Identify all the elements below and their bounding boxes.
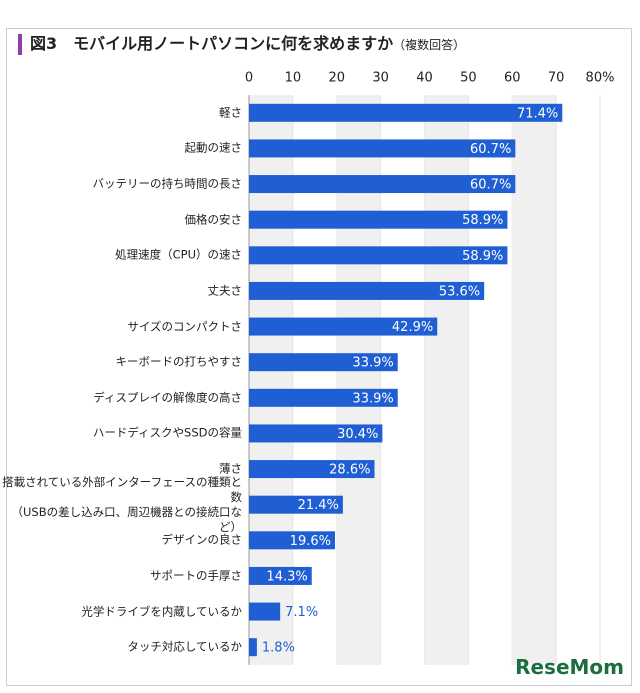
y-tick-label: 軽さ bbox=[219, 105, 242, 120]
y-tick-label: 価格の安さ bbox=[184, 212, 243, 227]
y-tick-label: サイズのコンパクトさ bbox=[127, 319, 242, 334]
y-tick-label: 搭載されている外部インターフェースの種類と数 （USBの差し込み口、周辺機器との… bbox=[2, 474, 242, 534]
y-tick-label: 光学ドライブを内蔵しているか bbox=[81, 604, 242, 619]
value-label: 19.6% bbox=[290, 534, 331, 549]
value-label: 58.9% bbox=[462, 249, 503, 264]
value-label: 60.7% bbox=[470, 178, 511, 193]
value-label: 28.6% bbox=[329, 463, 370, 478]
x-tick-label: 30 bbox=[372, 71, 389, 86]
y-tick-label: 起動の速さ bbox=[184, 140, 243, 155]
bar bbox=[249, 353, 398, 372]
y-tick-label: キーボードの打ちやすさ bbox=[115, 354, 243, 369]
watermark: ReseMom bbox=[515, 655, 624, 679]
x-tick-label: 50 bbox=[460, 71, 477, 86]
value-label: 14.3% bbox=[266, 569, 307, 584]
y-tick-label: デザインの良さ bbox=[161, 532, 243, 547]
y-tick-label: ディスプレイの解像度の高さ bbox=[93, 390, 242, 405]
bar bbox=[249, 460, 375, 479]
bar bbox=[249, 317, 438, 336]
value-label: 42.9% bbox=[392, 320, 433, 335]
bar bbox=[249, 175, 516, 194]
y-tick-label: バッテリーの持ち時間の長さ bbox=[92, 176, 243, 191]
y-tick-label: ハードディスクやSSDの容量 bbox=[92, 425, 242, 440]
bar bbox=[249, 281, 485, 300]
x-tick-label: 0 bbox=[245, 71, 253, 86]
chart-title: 図3 モバイル用ノートパソコンに何を求めますか（複数回答） bbox=[18, 34, 465, 55]
x-tick-label: 70 bbox=[548, 71, 565, 86]
bar bbox=[249, 139, 516, 158]
value-label: 7.1% bbox=[285, 605, 318, 620]
x-tick-label: 40 bbox=[416, 71, 433, 86]
x-tick-label: 20 bbox=[328, 71, 345, 86]
value-label: 21.4% bbox=[298, 498, 339, 513]
y-tick-label: 処理速度（CPU）の速さ bbox=[115, 247, 242, 262]
bar bbox=[249, 103, 563, 122]
bar bbox=[249, 495, 343, 514]
y-tick-label: サポートの手厚さ bbox=[150, 568, 242, 583]
subtitle: （複数回答） bbox=[393, 38, 466, 52]
value-label: 53.6% bbox=[439, 284, 480, 299]
bar bbox=[249, 602, 281, 621]
value-label: 1.8% bbox=[262, 641, 295, 656]
value-label: 71.4% bbox=[517, 106, 558, 121]
bar bbox=[249, 566, 312, 585]
y-tick-label: 薄さ bbox=[219, 461, 242, 476]
grid-band bbox=[512, 95, 557, 665]
bar bbox=[249, 531, 335, 550]
title-text: 図3 モバイル用ノートパソコンに何を求めますか bbox=[30, 34, 394, 53]
value-label: 33.9% bbox=[352, 391, 393, 406]
x-tick-label: 60 bbox=[504, 71, 521, 86]
value-label: 30.4% bbox=[337, 427, 378, 442]
bar bbox=[249, 424, 383, 443]
value-label: 33.9% bbox=[352, 356, 393, 371]
frame bbox=[6, 28, 632, 686]
y-tick-label: タッチ対応しているか bbox=[127, 639, 242, 654]
bar bbox=[249, 246, 508, 265]
bar bbox=[249, 638, 257, 657]
y-tick-label: 丈夫さ bbox=[207, 283, 243, 298]
bar bbox=[249, 388, 398, 407]
x-tick-label: 80% bbox=[586, 71, 615, 86]
x-tick-label: 10 bbox=[285, 71, 302, 86]
bar bbox=[249, 210, 508, 229]
value-label: 58.9% bbox=[462, 213, 503, 228]
value-label: 60.7% bbox=[470, 142, 511, 157]
